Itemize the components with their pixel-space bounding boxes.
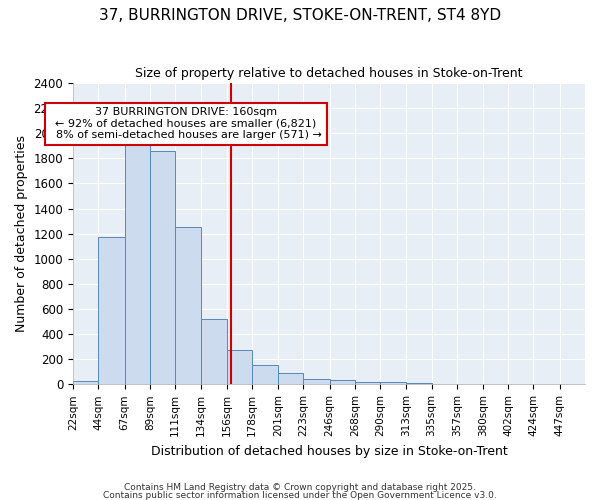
- Bar: [227, 350, 252, 384]
- Bar: [355, 382, 380, 384]
- Title: Size of property relative to detached houses in Stoke-on-Trent: Size of property relative to detached ho…: [135, 68, 523, 80]
- Bar: [380, 382, 406, 384]
- Text: Contains HM Land Registry data © Crown copyright and database right 2025.: Contains HM Land Registry data © Crown c…: [124, 484, 476, 492]
- Y-axis label: Number of detached properties: Number of detached properties: [15, 135, 28, 332]
- Text: 37 BURRINGTON DRIVE: 160sqm  
← 92% of detached houses are smaller (6,821)
  8% : 37 BURRINGTON DRIVE: 160sqm ← 92% of det…: [49, 107, 322, 140]
- Bar: [98, 238, 125, 384]
- Bar: [202, 319, 227, 384]
- Bar: [125, 136, 150, 384]
- Text: 37, BURRINGTON DRIVE, STOKE-ON-TRENT, ST4 8YD: 37, BURRINGTON DRIVE, STOKE-ON-TRENT, ST…: [99, 8, 501, 22]
- Bar: [252, 366, 278, 384]
- Bar: [175, 228, 202, 384]
- Text: Contains public sector information licensed under the Open Government Licence v3: Contains public sector information licen…: [103, 490, 497, 500]
- X-axis label: Distribution of detached houses by size in Stoke-on-Trent: Distribution of detached houses by size …: [151, 444, 508, 458]
- Bar: [150, 151, 175, 384]
- Bar: [73, 380, 98, 384]
- Bar: [303, 378, 329, 384]
- Bar: [278, 373, 303, 384]
- Bar: [329, 380, 355, 384]
